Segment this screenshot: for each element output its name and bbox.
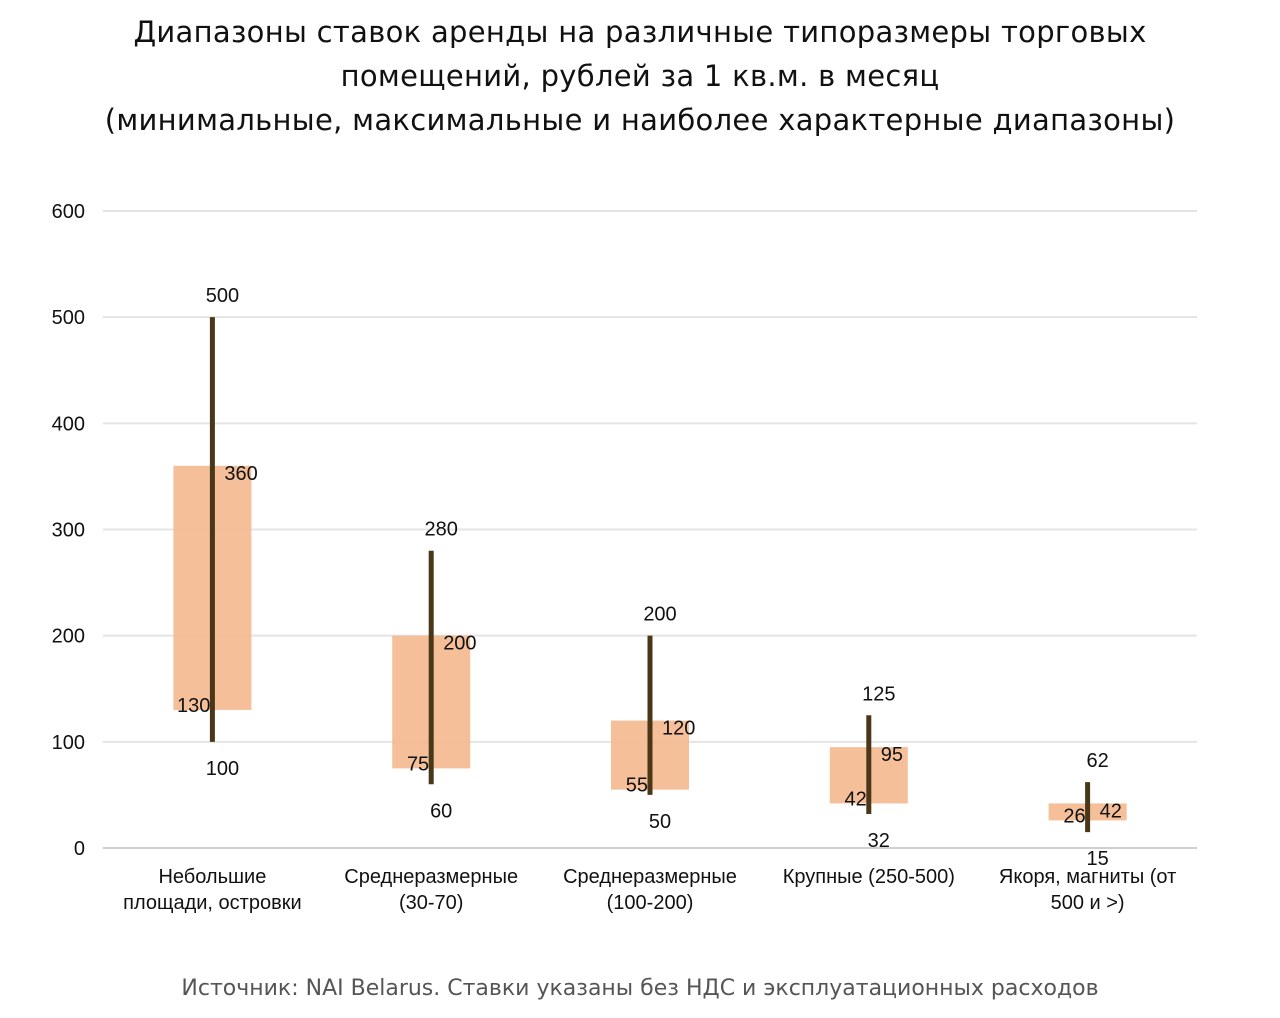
- category-label: (30-70): [399, 892, 463, 914]
- y-tick-label: 0: [74, 838, 85, 860]
- y-tick-label: 100: [52, 732, 85, 754]
- category-label: Якоря, магниты (от: [999, 866, 1176, 888]
- title-line-3: (минимальные, максимальные и наиболее ха…: [104, 103, 1176, 137]
- typical-high-label: 360: [224, 463, 257, 485]
- max-label: 280: [425, 519, 458, 541]
- min-label: 32: [868, 830, 890, 852]
- category-label: Крупные (250-500): [783, 866, 955, 888]
- typical-low-label: 42: [845, 788, 867, 810]
- typical-low-label: 55: [626, 775, 648, 797]
- category-label: Небольшие: [158, 866, 266, 888]
- title-line-2: помещений, рублей за 1 кв.м. в месяц: [340, 59, 940, 93]
- chart-title: Диапазоны ставок аренды на различные тип…: [0, 10, 1280, 142]
- category-label: Среднеразмерные: [344, 866, 518, 888]
- max-label: 200: [643, 604, 676, 626]
- typical-low-label: 26: [1063, 805, 1085, 827]
- min-label: 50: [649, 811, 671, 833]
- category-label: площади, островки: [123, 892, 301, 914]
- y-tick-label: 600: [52, 201, 85, 223]
- typical-high-label: 120: [662, 718, 695, 740]
- source-note: Источник: NAI Belarus. Ставки указаны бе…: [181, 976, 1099, 1001]
- category-label: 500 и >): [1051, 892, 1125, 914]
- y-tick-label: 400: [52, 413, 85, 435]
- typical-high-label: 200: [443, 633, 476, 655]
- max-label: 500: [206, 285, 239, 307]
- max-label: 125: [862, 683, 895, 705]
- category-label: (100-200): [607, 892, 694, 914]
- y-tick-label: 200: [52, 626, 85, 648]
- y-tick-label: 300: [52, 520, 85, 542]
- typical-low-label: 130: [177, 695, 210, 717]
- category-label: Среднеразмерные: [563, 866, 737, 888]
- max-label: 62: [1086, 750, 1108, 772]
- y-tick-label: 500: [52, 307, 85, 329]
- min-label: 15: [1086, 848, 1108, 870]
- min-label: 100: [206, 758, 239, 780]
- typical-high-label: 95: [881, 744, 903, 766]
- range-chart: 0 100 200 300 400 500 600 500 100 360 130 Небольшие…: [52, 201, 1197, 914]
- typical-low-label: 75: [407, 753, 429, 775]
- typical-high-label: 42: [1100, 800, 1122, 822]
- title-line-1: Диапазоны ставок аренды на различные тип…: [133, 15, 1147, 49]
- min-label: 60: [430, 800, 452, 822]
